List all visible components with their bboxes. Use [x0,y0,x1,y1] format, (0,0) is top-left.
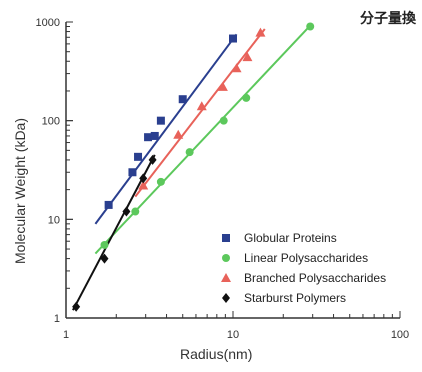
point-diamond [72,301,81,312]
point-square [178,95,187,104]
x-tick-label: 1 [63,329,69,341]
y-tick-label: 1000 [36,17,60,29]
point-circle [306,22,315,31]
y-tick-label: 1 [54,313,60,325]
point-square [229,34,237,43]
point-square [104,200,113,209]
point-diamond [122,206,131,217]
point-circle [156,177,165,186]
fit-line-3 [72,154,156,311]
point-circle [100,240,109,249]
point-diamond [148,154,157,165]
point-triangle [173,129,184,139]
point-triangle [231,63,242,73]
fit-line-1 [94,24,311,255]
legend-label: Starburst Polymers [244,291,346,305]
x-tick-label: 100 [391,329,409,341]
legend-label: Globular Proteins [244,231,337,245]
data-points [72,22,315,312]
point-circle [131,207,140,216]
corner-title: 分子量換 [360,11,416,27]
point-diamond [139,173,148,184]
y-axis-label: Molecular Weight (kDa) [12,117,28,264]
point-circle [185,148,194,157]
legend-marker-circle [222,254,230,262]
y-tick-label: 10 [48,214,60,226]
legend: Globular Proteins Linear Polysaccharides B… [221,231,386,305]
point-square [156,116,165,125]
x-tick-label: 10 [227,329,239,341]
fit-line-0 [94,33,238,225]
axes [65,21,401,319]
point-circle [242,93,251,102]
legend-marker-square [222,234,230,242]
legend-label: Linear Polysaccharides [244,251,368,265]
point-square [144,133,153,142]
point-triangle [242,52,253,62]
point-square [128,168,137,177]
y-tick-label: 100 [42,116,60,128]
tick-labels: 1 10 100 1 10 100 1000 [36,17,410,341]
point-triangle [196,101,207,111]
fit-lines [72,24,311,311]
point-square [134,152,143,161]
point-triangle [255,27,266,37]
legend-marker-diamond [222,293,230,303]
x-axis-label: Radius(nm) [180,346,253,362]
fit-line-2 [134,28,266,198]
point-circle [219,116,228,125]
point-triangle [138,180,149,190]
point-triangle [217,81,228,91]
legend-label: Branched Polysaccharides [244,271,386,285]
legend-marker-triangle [221,273,231,282]
point-square [150,131,159,140]
point-diamond [100,253,109,264]
